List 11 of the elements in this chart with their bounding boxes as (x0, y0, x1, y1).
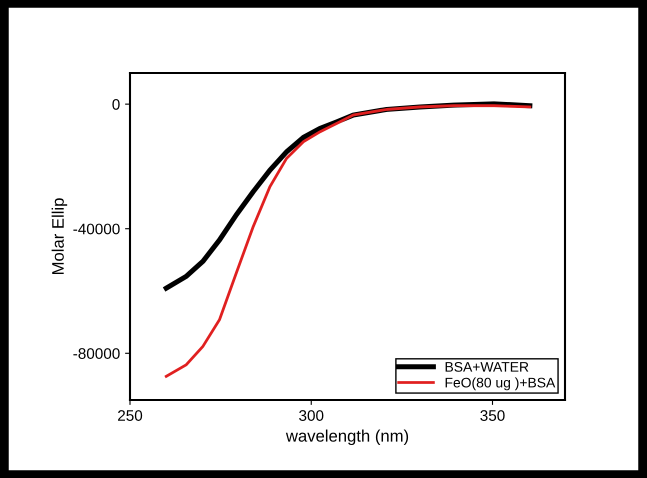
x-tick-label: 250 (118, 410, 142, 421)
y-tick-label: 0 (112, 99, 120, 110)
line-series (164, 104, 532, 378)
legend-label: FeO(80 ug )+BSA (446, 377, 556, 390)
x-tick-label: 300 (299, 410, 324, 421)
x-axis-title: wavelength (nm) (286, 430, 408, 446)
y-tick-label: -80000 (73, 348, 120, 359)
legend-label: BSA+WATER (446, 362, 528, 372)
y-tick-label: -40000 (73, 224, 120, 234)
x-tick-label: 350 (480, 410, 505, 421)
y-axis-title: Molar Ellip (52, 198, 68, 274)
